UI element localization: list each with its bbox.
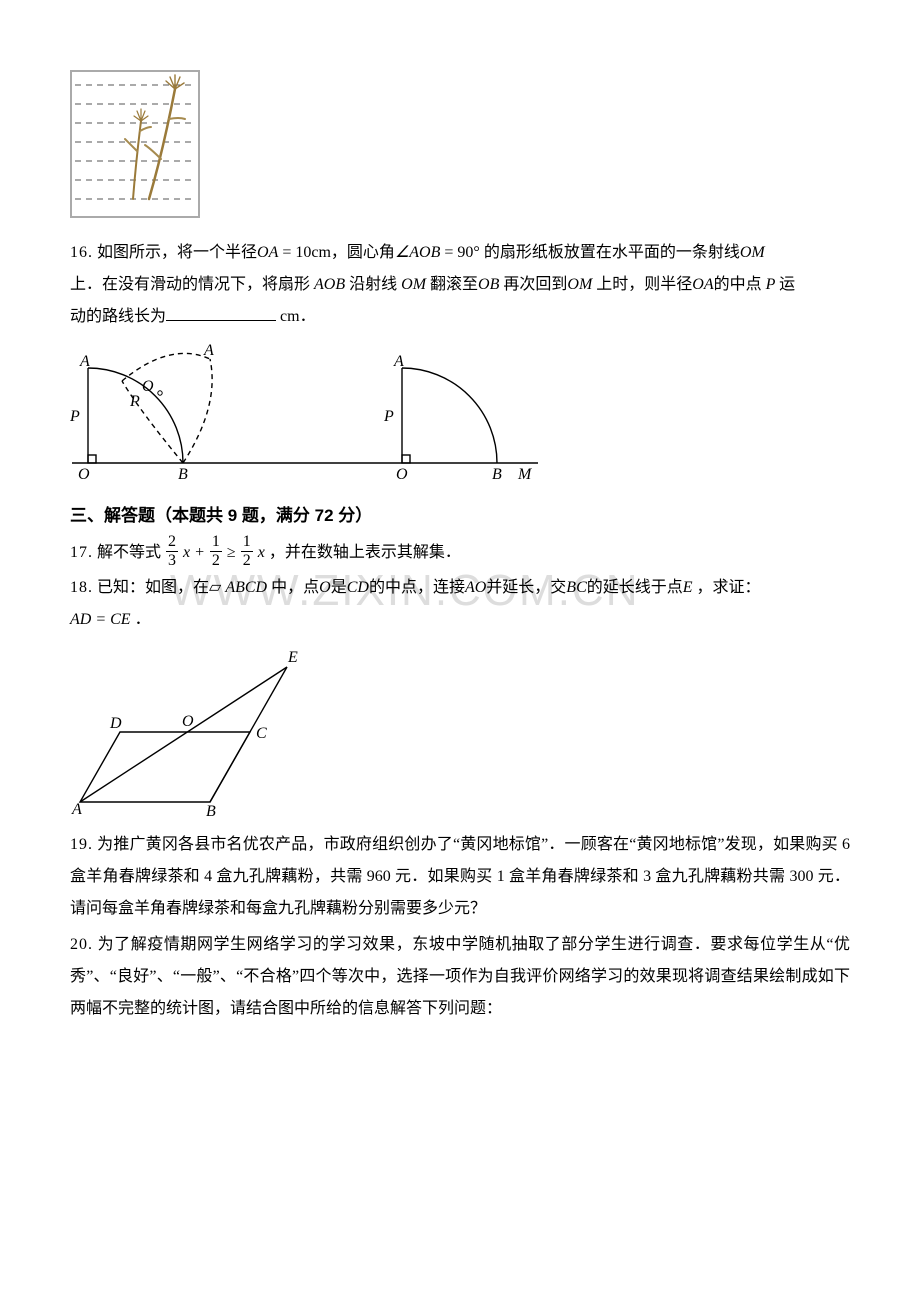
q18-num: 18. <box>70 579 93 596</box>
q19-text: 为推广黄冈各县市名优农产品，市政府组织创办了“黄冈地标馆”．一顾客在“黄冈地标馆… <box>70 836 850 917</box>
svg-text:D: D <box>109 715 122 732</box>
q17-frac1: 23 <box>166 534 178 569</box>
svg-text:A: A <box>393 353 404 370</box>
q16-t3a: 动的路线长为 <box>70 308 166 325</box>
q16-om3: OM <box>567 276 592 293</box>
q20-num: 20. <box>70 936 93 953</box>
svg-text:B: B <box>492 466 502 483</box>
q18-g: ，求证： <box>693 579 761 596</box>
svg-text:P: P <box>383 408 394 425</box>
q17-x2: x <box>254 544 265 561</box>
q17-x1: x + <box>179 544 209 561</box>
svg-text:O: O <box>142 378 154 395</box>
q17-frac3: 12 <box>241 534 253 569</box>
q19-num: 19. <box>70 836 93 853</box>
q16-om1: OM <box>740 244 765 261</box>
q18-sym: ▱ <box>209 579 221 596</box>
question-16: 16. 如图所示，将一个半径OA = 10cm，圆心角∠AOB = 90° 的扇… <box>70 237 850 333</box>
q18-AO: AO <box>465 579 486 596</box>
section-3-title: 三、解答题（本题共 9 题，满分 72 分） <box>70 501 850 526</box>
figure-sector-roll: O P A P O B A A P O B M <box>70 341 850 483</box>
svg-text:B: B <box>178 466 188 483</box>
q16-oa: OA <box>257 244 278 261</box>
svg-text:P: P <box>129 393 140 410</box>
svg-text:O: O <box>182 713 194 730</box>
q17-frac2: 12 <box>210 534 222 569</box>
q17-num: 17. <box>70 544 93 561</box>
q18-b: 中，点 <box>271 579 319 596</box>
question-17: 17. 解不等式 23 x + 12 ≥ 12 x ，并在数轴上表示其解集． <box>70 534 850 572</box>
q18-eq: AD = CE <box>70 611 131 628</box>
q18-f: 的延长线于点 <box>587 579 683 596</box>
q16-oa2: OA <box>692 276 713 293</box>
svg-text:E: E <box>287 649 298 666</box>
q16-aob2: AOB <box>310 276 349 293</box>
frac2-d: 2 <box>210 552 222 569</box>
q18-period: ． <box>131 611 151 628</box>
svg-text:A: A <box>71 801 82 817</box>
q18-abcd: ABCD <box>221 579 271 596</box>
q16-ang: ∠AOB <box>395 244 440 261</box>
q16-unit: cm． <box>276 308 316 325</box>
frac1-n: 2 <box>166 534 178 552</box>
frac1-d: 3 <box>166 552 178 569</box>
blank-answer <box>166 306 276 321</box>
q16-ob: OB <box>478 276 499 293</box>
figure-plant-grid <box>70 70 200 218</box>
q18-a: 已知：如图，在 <box>93 579 209 596</box>
q16-t2e: 上时，则半径 <box>592 276 692 293</box>
svg-text:O: O <box>78 466 90 483</box>
q16-t2c: 翻滚至 <box>430 276 478 293</box>
q17-b: ，并在数轴上表示其解集． <box>265 544 461 561</box>
q18-O: O <box>319 579 331 596</box>
q18-E: E <box>683 579 693 596</box>
q18-BC: BC <box>566 579 586 596</box>
figure-parallelogram: O A B C D E <box>70 642 850 817</box>
q18-d: 的中点，连接 <box>369 579 465 596</box>
q18-CD: CD <box>347 579 369 596</box>
q18-c: 是 <box>331 579 347 596</box>
q16-om2: OM <box>397 276 430 293</box>
svg-text:B: B <box>206 803 216 817</box>
svg-text:C: C <box>256 725 267 742</box>
svg-text:O: O <box>396 466 408 483</box>
question-18: 18. 已知：如图，在▱ ABCD 中，点O是CD的中点，连接AO并延长，交BC… <box>70 572 850 636</box>
question-19: 19. 为推广黄冈各县市名优农产品，市政府组织创办了“黄冈地标馆”．一顾客在“黄… <box>70 829 850 925</box>
frac3-n: 1 <box>241 534 253 552</box>
q16-num: 16. <box>70 244 93 261</box>
q16-p: P <box>762 276 779 293</box>
q16-oa-eq: = 10cm <box>278 244 331 261</box>
svg-text:A: A <box>203 342 214 359</box>
q16-t1b: ，圆心角 <box>331 244 395 261</box>
q16-ang-eq: = 90° <box>440 244 479 261</box>
frac2-n: 1 <box>210 534 222 552</box>
svg-text:P: P <box>70 408 80 425</box>
q17-a: 解不等式 <box>93 544 161 561</box>
q16-t2a: 上．在没有滑动的情况下，将扇形 <box>70 276 310 293</box>
q16-t1c: 的扇形纸板放置在水平面的一条射线 <box>480 244 740 261</box>
q17-ge: ≥ <box>223 544 240 561</box>
q16-t2g: 运 <box>779 276 795 293</box>
q20-text: 为了解疫情期网学生网络学习的学习效果，东坡中学随机抽取了部分学生进行调查．要求每… <box>70 936 850 1017</box>
svg-text:A: A <box>79 353 90 370</box>
q16-t2f: 的中点 <box>714 276 762 293</box>
question-20: 20. 为了解疫情期网学生网络学习的学习效果，东坡中学随机抽取了部分学生进行调查… <box>70 929 850 1025</box>
q16-t2d: 再次回到 <box>499 276 567 293</box>
q18-e: 并延长，交 <box>486 579 566 596</box>
plant-grid-svg <box>71 71 199 217</box>
q16-t1: 如图所示，将一个半径 <box>93 244 257 261</box>
frac3-d: 2 <box>241 552 253 569</box>
q16-t2b: 沿射线 <box>349 276 397 293</box>
svg-text:M: M <box>517 466 533 483</box>
